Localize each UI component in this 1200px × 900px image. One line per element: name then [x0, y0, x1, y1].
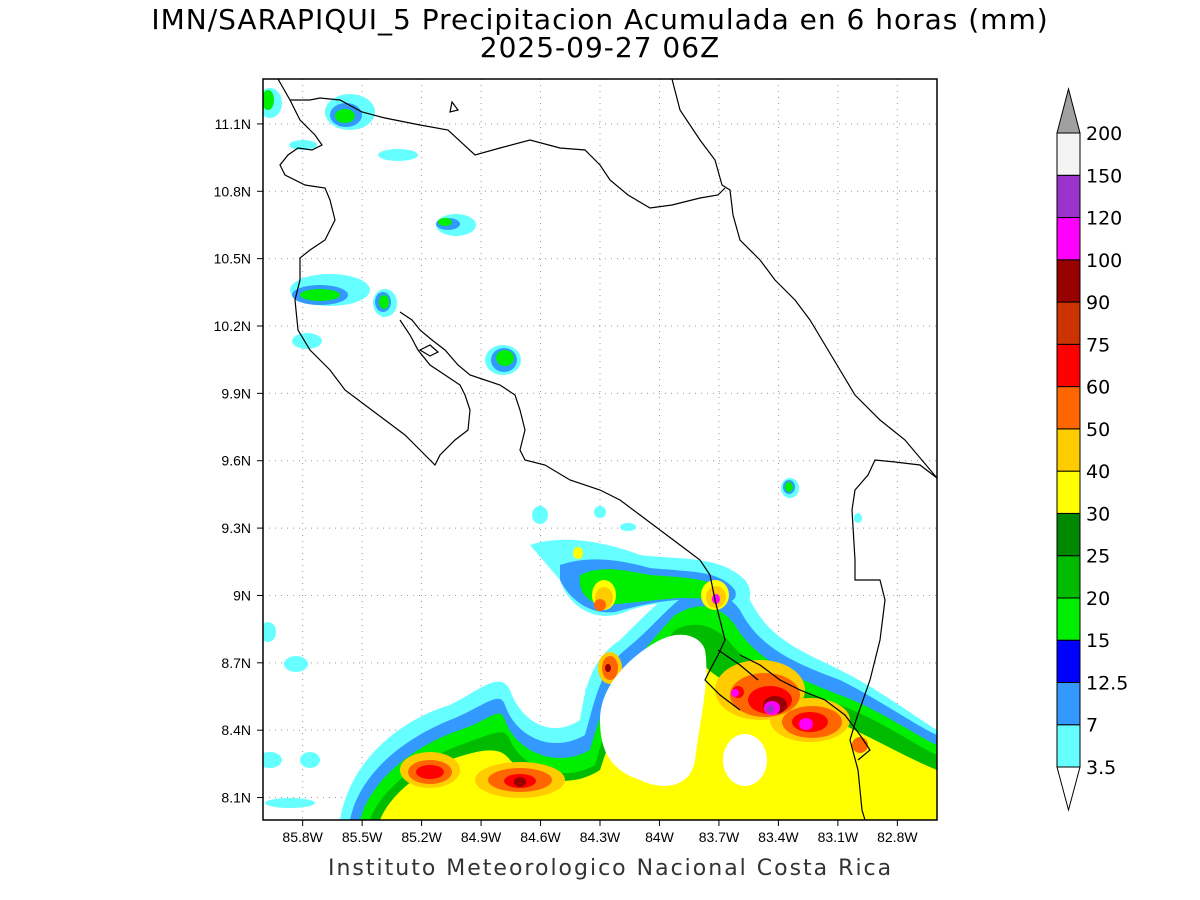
lon-tick-label: 83.4W	[758, 829, 799, 845]
colorbar-label: 200	[1086, 123, 1122, 145]
colorbar-label: 30	[1086, 503, 1110, 525]
colorbar-label: 3.5	[1086, 757, 1116, 779]
colorbar-label: 20	[1086, 588, 1110, 610]
colorbar-label: 60	[1086, 377, 1110, 399]
colorbar-swatch	[1056, 259, 1081, 303]
colorbar-swatch	[1056, 132, 1081, 176]
colorbar-under-arrow	[1056, 766, 1081, 812]
colorbar-swatch	[1056, 639, 1081, 683]
lon-tick-label: 84W	[645, 829, 675, 845]
lat-tick-label: 11.1N	[215, 116, 251, 132]
colorbar-label: 12.5	[1086, 672, 1128, 694]
latitude-axis: 11.1N 10.8N 10.5N 10.2N 9.9N 9.6N 9.3N 9N 8.7N 8.…	[214, 116, 263, 806]
colorbar-label: 40	[1086, 461, 1110, 483]
lat-tick-label: 10.5N	[214, 251, 251, 267]
colorbar-swatch	[1056, 512, 1081, 557]
lon-tick-label: 85.8W	[282, 829, 323, 845]
longitude-axis: 85.8W 85.5W 85.2W 84.9W 84.6W 84.3W 84W 83.7W 83…	[282, 820, 918, 845]
colorbar-label: 90	[1086, 292, 1110, 314]
colorbar-label: 15	[1086, 630, 1110, 652]
lat-tick-label: 9.6N	[221, 453, 251, 469]
colorbar-over-arrow	[1056, 87, 1081, 134]
colorbar-swatch	[1056, 724, 1081, 768]
colorbar-swatch	[1056, 597, 1081, 641]
chart-title: IMN/SARAPIQUI_5 Precipitacion Acumulada …	[151, 3, 1049, 36]
lat-tick-label: 8.7N	[221, 655, 251, 671]
lon-tick-label: 85.5W	[342, 829, 383, 845]
lon-tick-label: 83.1W	[818, 829, 859, 845]
lat-tick-label: 8.1N	[221, 790, 251, 806]
lat-tick-label: 8.4N	[221, 722, 251, 738]
colorbar-swatch	[1056, 343, 1081, 388]
colorbar-label: 50	[1086, 419, 1110, 441]
lon-tick-label: 84.3W	[580, 829, 621, 845]
lat-tick-label: 9.3N	[221, 520, 251, 536]
colorbar-swatch	[1056, 470, 1081, 514]
colorbar: 3.5 7 12.5 15 20 25 30 40 50 60 75 90 100 120 150 200	[1056, 87, 1128, 812]
colorbar-swatch	[1056, 386, 1081, 430]
lon-tick-label: 83.7W	[699, 829, 740, 845]
footer-credit: Instituto Meteorologico Nacional Costa R…	[328, 856, 894, 881]
colorbar-swatch	[1056, 217, 1081, 261]
coastline-borders	[277, 79, 937, 820]
lat-tick-label: 10.8N	[214, 183, 251, 199]
colorbar-label: 25	[1086, 546, 1110, 568]
lon-tick-label: 82.8W	[877, 829, 918, 845]
colorbar-swatch	[1056, 555, 1081, 599]
colorbar-swatch	[1056, 428, 1081, 472]
colorbar-label: 7	[1086, 715, 1098, 737]
lat-tick-label: 9.9N	[221, 385, 251, 401]
lat-tick-label: 10.2N	[214, 318, 251, 334]
precipitation-field	[263, 88, 937, 820]
lon-tick-label: 84.9W	[461, 829, 502, 845]
colorbar-label: 120	[1086, 208, 1122, 230]
colorbar-swatch	[1056, 301, 1081, 345]
lat-tick-label: 9N	[233, 587, 251, 603]
lon-tick-label: 84.6W	[520, 829, 561, 845]
colorbar-swatch	[1056, 174, 1081, 219]
colorbar-label: 75	[1086, 334, 1110, 356]
lon-tick-label: 85.2W	[401, 829, 442, 845]
colorbar-swatch	[1056, 681, 1081, 726]
colorbar-label: 150	[1086, 165, 1122, 187]
colorbar-label: 100	[1086, 250, 1122, 272]
chart-subtitle-datetime: 2025-09-27 06Z	[479, 31, 721, 64]
